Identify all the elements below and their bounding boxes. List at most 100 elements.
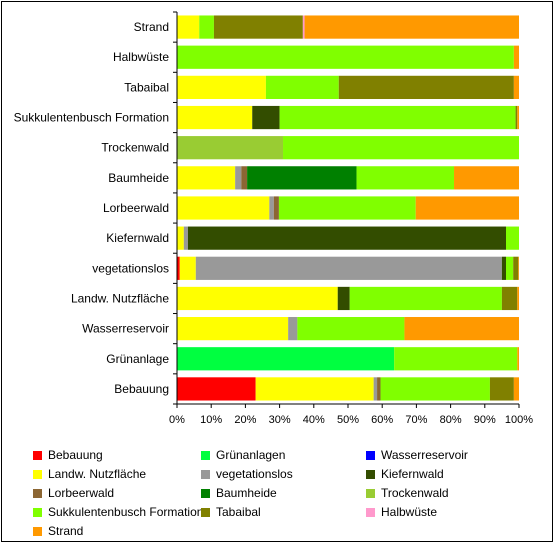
legend-swatch bbox=[33, 488, 42, 498]
bar-segment bbox=[177, 317, 289, 341]
legend-label: Tabaibal bbox=[216, 505, 261, 519]
legend-swatch bbox=[201, 507, 210, 517]
legend-swatch bbox=[201, 488, 210, 498]
legend-item: Landw. Nutzfläche bbox=[33, 465, 146, 483]
bar-segment bbox=[349, 286, 502, 311]
legend-label: Baumheide bbox=[216, 486, 277, 500]
bar-segment bbox=[252, 105, 280, 130]
legend-swatch bbox=[366, 469, 375, 479]
legend-item: Baumheide bbox=[201, 484, 277, 502]
bar-segment bbox=[177, 377, 256, 401]
x-tick-label: 90% bbox=[474, 414, 496, 426]
x-tick-label: 60% bbox=[371, 414, 393, 426]
category-label: Strand bbox=[134, 20, 169, 34]
legend-item: Sukkulentenbusch Formation bbox=[33, 503, 203, 521]
legend-label: Sukkulentenbusch Formation bbox=[48, 505, 204, 519]
bar-segment bbox=[269, 196, 274, 220]
bar-segment bbox=[247, 166, 357, 190]
legend-swatch bbox=[201, 450, 210, 460]
legend-item: Trockenwald bbox=[366, 484, 449, 502]
category-label: Baumheide bbox=[108, 171, 169, 185]
category-label: Halbwüste bbox=[113, 50, 169, 64]
legend-swatch bbox=[366, 488, 375, 498]
legend-label: Kiefernwald bbox=[381, 467, 444, 481]
legend-swatch bbox=[33, 526, 42, 536]
bar-segment bbox=[177, 196, 270, 220]
category-label: vegetationslos bbox=[92, 261, 169, 275]
bar-segment bbox=[506, 226, 519, 250]
category-label: Wasserreservoir bbox=[82, 322, 169, 336]
bar-segment bbox=[265, 75, 339, 99]
legend-label: vegetationslos bbox=[216, 467, 293, 481]
bar-segment bbox=[235, 166, 242, 190]
bar-segment bbox=[273, 196, 279, 220]
legend-swatch bbox=[33, 507, 42, 517]
category-label: Lorbeerwald bbox=[103, 201, 169, 215]
category-label: Sukkulentenbusch Formation bbox=[14, 111, 169, 125]
x-tick-label: 20% bbox=[234, 414, 256, 426]
bar-segment bbox=[195, 256, 502, 280]
x-tick-label: 80% bbox=[440, 414, 462, 426]
legend-label: Trockenwald bbox=[381, 486, 449, 500]
x-tick-label: 10% bbox=[200, 414, 222, 426]
bar-segment bbox=[179, 256, 196, 280]
x-tick-label: 50% bbox=[337, 414, 359, 426]
legend-item: Tabaibal bbox=[201, 503, 261, 521]
bar-segment bbox=[501, 256, 506, 280]
x-tick-label: 70% bbox=[405, 414, 427, 426]
bar-segment bbox=[177, 347, 395, 371]
bar-segment bbox=[356, 166, 455, 190]
bar-segment bbox=[279, 105, 516, 130]
bar-segment bbox=[297, 317, 405, 341]
bar-segment bbox=[513, 45, 519, 69]
bar-segment bbox=[302, 15, 305, 39]
legend-swatch bbox=[201, 469, 210, 479]
legend-swatch bbox=[366, 507, 375, 517]
x-tick-label: 100% bbox=[505, 414, 533, 426]
legend-item: Grünanlagen bbox=[201, 446, 285, 464]
legend-swatch bbox=[33, 450, 42, 460]
bar-segment bbox=[513, 377, 519, 401]
legend-label: Wasserreservoir bbox=[381, 448, 468, 462]
legend-label: Bebauung bbox=[48, 448, 103, 462]
bar-segment bbox=[501, 286, 518, 311]
bar-segment bbox=[404, 317, 519, 341]
bar-segment bbox=[187, 226, 506, 250]
category-label: Trockenwald bbox=[101, 141, 169, 155]
bar-segment bbox=[177, 286, 338, 311]
legend-label: Lorbeerwald bbox=[48, 486, 115, 500]
chart-legend: Bebauung Grünanlagen Wasserreservoir Landw.… bbox=[33, 446, 553, 542]
bar-segment bbox=[183, 226, 188, 250]
bar-segment bbox=[177, 226, 184, 250]
bar-segment bbox=[177, 75, 266, 99]
bar-segment bbox=[177, 15, 200, 39]
legend-item: Strand bbox=[33, 522, 83, 540]
bar-segment bbox=[177, 166, 236, 190]
category-label: Grünanlage bbox=[106, 352, 169, 366]
bar-segment bbox=[283, 136, 519, 160]
legend-item: Lorbeerwald bbox=[33, 484, 114, 502]
bar-segment bbox=[518, 256, 519, 280]
bar-segment bbox=[377, 377, 381, 401]
x-tick-label: 30% bbox=[269, 414, 291, 426]
bar-segment bbox=[288, 317, 298, 341]
bar-segment bbox=[304, 15, 519, 39]
category-label: Kiefernwald bbox=[106, 231, 169, 245]
category-label: Landw. Nutzfläche bbox=[71, 291, 169, 305]
bar-segment bbox=[278, 196, 416, 220]
bar-segment bbox=[213, 15, 303, 39]
bar-segment bbox=[177, 45, 514, 69]
bar-segment bbox=[255, 377, 374, 401]
legend-label: Halbwüste bbox=[381, 505, 438, 519]
bar-segment bbox=[517, 286, 519, 311]
bar-segment bbox=[415, 196, 519, 220]
legend-item: Bebauung bbox=[33, 446, 103, 464]
bar-segment bbox=[241, 166, 248, 190]
bar-segment bbox=[337, 286, 350, 311]
bar-segment bbox=[489, 377, 514, 401]
bar-segment bbox=[513, 256, 519, 280]
bar-segment bbox=[513, 75, 519, 99]
bar-segment bbox=[394, 347, 518, 371]
bar-segment bbox=[380, 377, 490, 401]
